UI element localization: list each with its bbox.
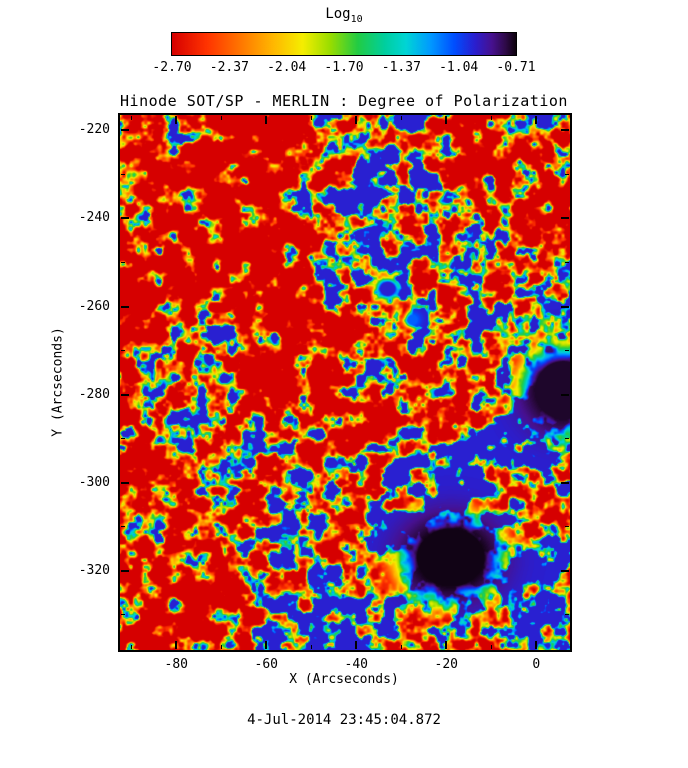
colorbar-tick-label: -0.71: [496, 60, 536, 75]
colorbar-tick-label: -2.04: [267, 60, 307, 75]
y-tick-label: -280: [78, 386, 110, 402]
x-tick-label: -40: [344, 657, 368, 672]
heatmap-image: [120, 115, 570, 650]
x-axis-label: X (Arcseconds): [289, 672, 399, 687]
colorbar-frame: [171, 32, 517, 56]
colorbar-tick-labels: -2.70 -2.37 -2.04 -1.70 -1.37 -1.04 -0.71: [152, 60, 535, 76]
colorbar-tick-label: -1.70: [324, 60, 364, 75]
colorbar-scale-label: Log10: [0, 6, 688, 25]
colorbar-tick-label: -2.70: [152, 60, 192, 75]
y-tick-label: -320: [78, 562, 110, 578]
x-tick-label: -20: [434, 657, 458, 672]
y-tick-label: -300: [78, 474, 110, 490]
y-tick-label: -220: [78, 122, 110, 138]
y-tick-label: -260: [78, 298, 110, 314]
colorbar-tick-label: -1.04: [439, 60, 479, 75]
colorbar-scale-text: Log: [325, 6, 351, 22]
colorbar-tick-label: -2.37: [209, 60, 249, 75]
y-axis-label: Y (Arcseconds): [50, 327, 66, 437]
x-tick-label: 0: [532, 657, 541, 672]
x-tick-label: -80: [164, 657, 188, 672]
x-tick-label: -60: [254, 657, 278, 672]
colorbar: [172, 33, 516, 55]
y-tick-label: -240: [78, 210, 110, 226]
plot-title: Hinode SOT/SP - MERLIN : Degree of Polar…: [120, 92, 568, 110]
colorbar-scale-subscript: 10: [350, 13, 363, 25]
observation-timestamp: 4-Jul-2014 23:45:04.872: [247, 712, 441, 728]
colorbar-tick-label: -1.37: [381, 60, 421, 75]
